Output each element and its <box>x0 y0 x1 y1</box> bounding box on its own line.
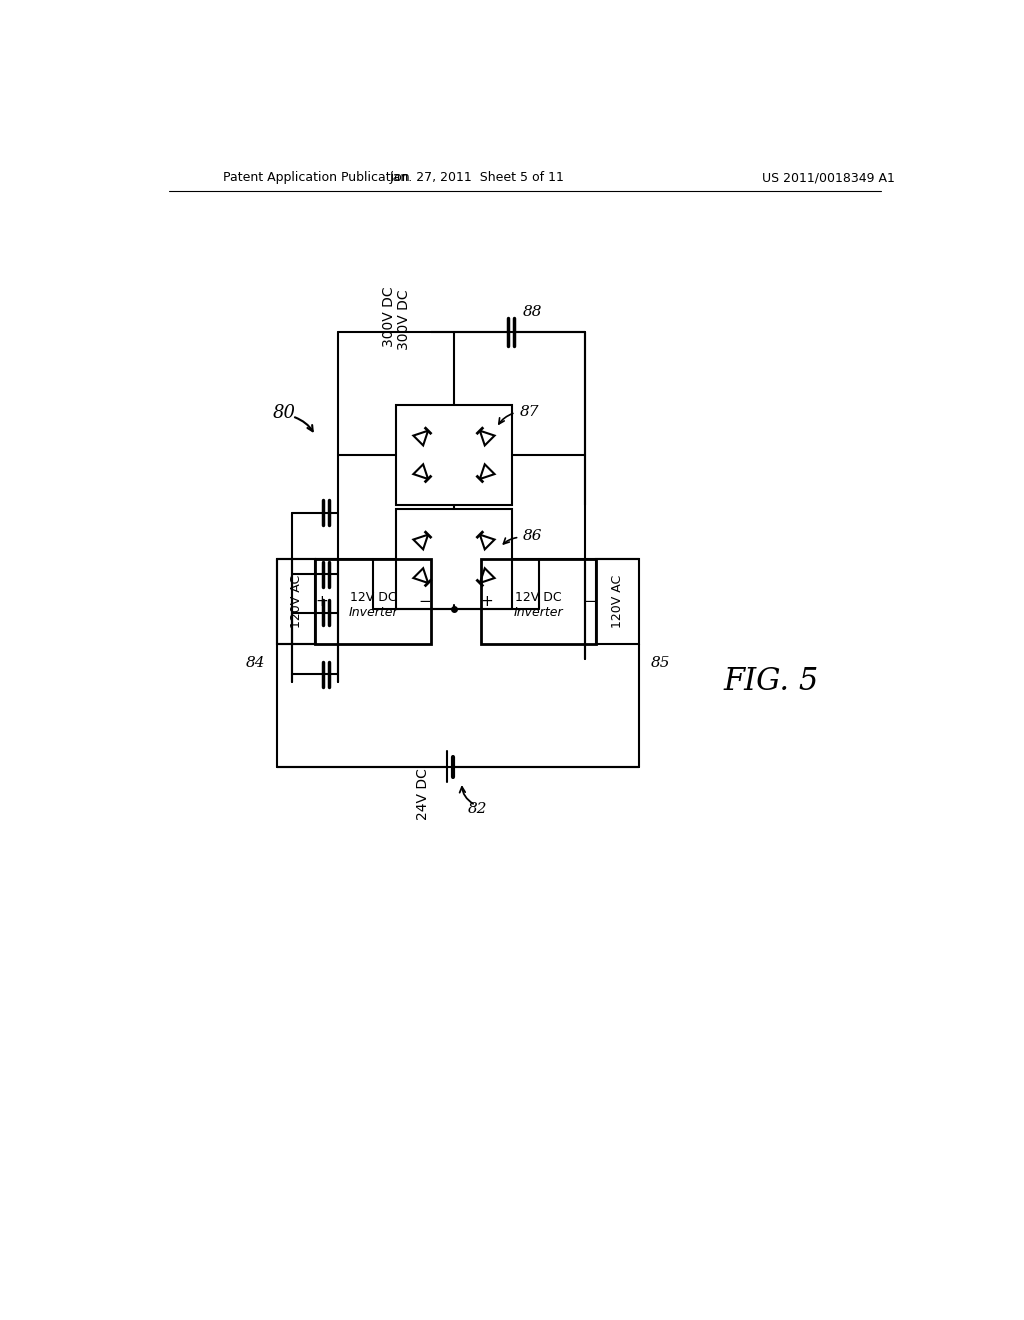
Text: −: − <box>419 594 431 609</box>
Bar <box>396 508 512 609</box>
Text: 80: 80 <box>273 404 296 421</box>
Text: 86: 86 <box>523 529 543 543</box>
Polygon shape <box>414 568 428 583</box>
Text: 88: 88 <box>522 305 542 319</box>
Text: 300V DC: 300V DC <box>397 290 411 350</box>
Text: 12V DC: 12V DC <box>515 591 562 603</box>
Polygon shape <box>480 535 495 549</box>
Text: US 2011/0018349 A1: US 2011/0018349 A1 <box>762 172 895 185</box>
Bar <box>396 405 512 506</box>
Text: 24V DC: 24V DC <box>416 768 430 820</box>
Text: Inverter: Inverter <box>514 606 563 619</box>
Bar <box>315 558 431 644</box>
Polygon shape <box>480 568 495 583</box>
Text: Patent Application Publication: Patent Application Publication <box>223 172 410 185</box>
Polygon shape <box>414 430 428 445</box>
Text: 82: 82 <box>467 803 486 816</box>
Text: 87: 87 <box>519 405 539 420</box>
Polygon shape <box>414 535 428 549</box>
Text: FIG. 5: FIG. 5 <box>724 667 819 697</box>
Text: −: − <box>584 594 597 609</box>
Text: 120V AC: 120V AC <box>611 574 624 628</box>
Polygon shape <box>480 465 495 479</box>
Text: 12V DC: 12V DC <box>350 591 396 603</box>
Text: 84: 84 <box>246 656 265 669</box>
Text: +: + <box>480 594 494 609</box>
Text: 120V AC: 120V AC <box>290 574 303 628</box>
Polygon shape <box>480 430 495 445</box>
Polygon shape <box>414 465 428 479</box>
Text: 300V DC: 300V DC <box>382 286 395 347</box>
Text: Inverter: Inverter <box>348 606 398 619</box>
Text: Jan. 27, 2011  Sheet 5 of 11: Jan. 27, 2011 Sheet 5 of 11 <box>389 172 564 185</box>
Text: 85: 85 <box>650 656 670 669</box>
Bar <box>481 558 596 644</box>
Bar <box>596 558 639 644</box>
Bar <box>276 558 315 644</box>
Text: +: + <box>315 594 328 609</box>
